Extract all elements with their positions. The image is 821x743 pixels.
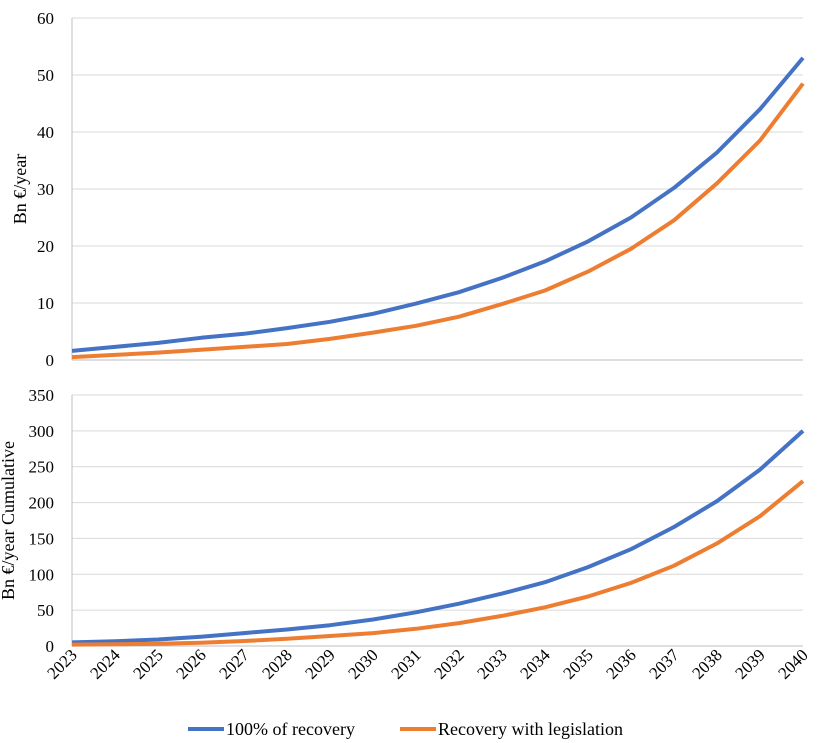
y-axis-label: Bn €/year Cumulative [0,441,18,600]
top-panel: 0 10 20 30 40 50 60 Bn €/year [10,9,805,370]
bottom-panel: 0 50 100 150 200 250 300 350 Bn €/year Cumulativ… [0,386,805,656]
x-tick-label: 2028 [258,645,295,682]
y-tick-label: 200 [29,494,55,513]
y-tick-label: 250 [29,458,55,477]
x-tick-label: 2031 [387,645,424,682]
x-tick-label: 2030 [344,645,381,682]
series-line-full-recovery [71,429,805,645]
x-tick-label: 2034 [516,645,554,683]
x-tick-label: 2037 [645,645,683,683]
series-line-recovery-with-legislation [71,82,805,360]
x-tick-label: 2032 [430,645,467,682]
legend-label: Recovery with legislation [438,719,623,739]
y-tick-label: 0 [46,637,55,656]
x-tick-label: 2026 [172,645,209,682]
x-axis: 2023 2024 2025 2026 2027 2028 2029 2030 2031 2032… [43,645,811,683]
y-tick-label: 100 [29,565,55,584]
y-tick-label: 350 [29,386,55,405]
x-tick-label: 2033 [473,645,510,682]
y-axis-label: Bn €/year [10,154,30,224]
legend-label: 100% of recovery [226,719,355,739]
y-tick-label: 60 [37,9,54,28]
y-tick-label: 10 [37,294,54,313]
series-line-recovery-with-legislation [71,479,805,647]
x-tick-label: 2039 [731,645,768,682]
x-tick-label: 2024 [86,645,124,683]
legend: 100% of recovery Recovery with legislatio… [188,719,623,739]
y-tick-label: 40 [37,123,54,142]
y-tick-label: 30 [37,180,54,199]
x-tick-label: 2038 [688,645,725,682]
y-tick-label: 50 [37,66,54,85]
x-tick-label: 2035 [559,645,596,682]
x-tick-label: 2027 [215,645,253,683]
y-tick-label: 20 [37,237,54,256]
y-tick-label: 150 [29,529,55,548]
x-tick-label: 2025 [129,645,166,682]
x-tick-label: 2040 [774,645,811,682]
y-tick-label: 50 [37,601,54,620]
x-tick-label: 2036 [602,645,639,682]
y-tick-label: 0 [46,351,55,370]
y-tick-label: 300 [29,422,55,441]
series-line-full-recovery [71,56,805,353]
x-tick-label: 2029 [301,645,338,682]
